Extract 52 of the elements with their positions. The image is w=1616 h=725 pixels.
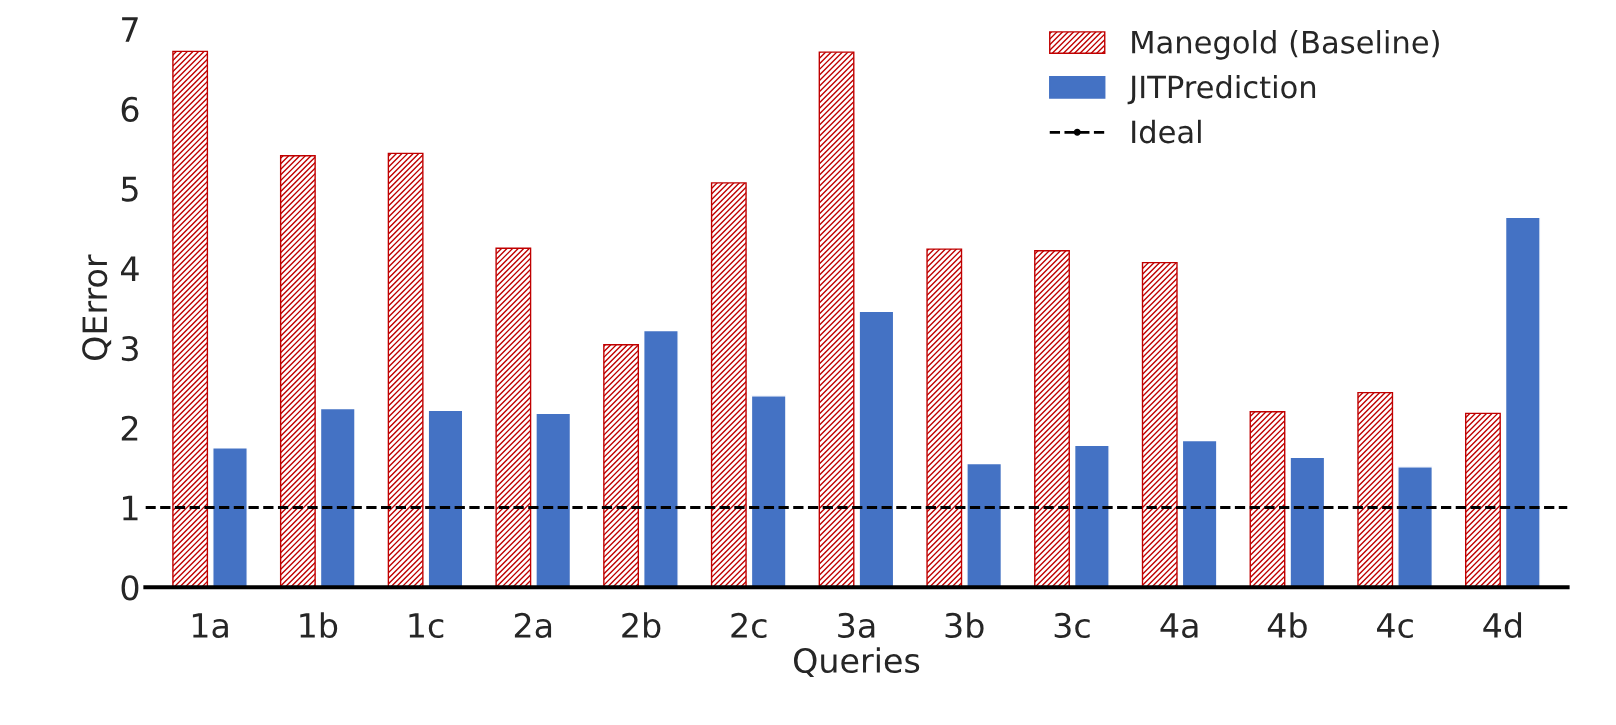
bar — [535, 412, 572, 588]
legend-label: Manegold (Baseline) — [1132, 30, 1439, 60]
bar — [1181, 439, 1218, 588]
bar — [495, 247, 532, 588]
x-tick-label: 4b — [1267, 612, 1307, 639]
y-tick-label: 5 — [121, 176, 138, 202]
bar — [1397, 466, 1434, 588]
y-tick-label: 7 — [122, 17, 138, 42]
legend-label: Ideal — [1132, 119, 1201, 144]
y-tick-label: 6 — [121, 96, 139, 122]
y-axis-title: QError — [82, 254, 112, 360]
bar — [387, 152, 424, 588]
bar — [172, 50, 209, 588]
bar — [818, 51, 855, 588]
bar — [710, 182, 747, 588]
bar — [643, 329, 679, 588]
bar — [1504, 216, 1541, 588]
x-tick-label: 3c — [1054, 612, 1090, 639]
bar — [1034, 250, 1070, 588]
bar — [603, 344, 640, 588]
bar — [926, 248, 963, 588]
bar — [1465, 412, 1501, 588]
bar — [279, 155, 316, 588]
x-tick-label: 1b — [300, 612, 338, 639]
bar — [858, 310, 895, 588]
x-tick-label: 2c — [731, 612, 767, 639]
bar — [427, 409, 464, 588]
bar — [1073, 444, 1110, 588]
y-tick-label: 2 — [121, 415, 138, 441]
bar — [1141, 261, 1178, 588]
y-tick-label: 3 — [121, 335, 138, 362]
x-tick-label: 1a — [192, 613, 228, 639]
bar — [966, 462, 1003, 588]
x-tick-label: 3b — [945, 612, 984, 639]
bar — [212, 446, 248, 588]
x-tick-label: 2b — [622, 612, 661, 639]
bar — [1249, 411, 1286, 588]
bar — [1289, 456, 1326, 588]
bar — [750, 395, 787, 588]
bar — [319, 407, 356, 588]
x-tick-label: 4a — [1160, 613, 1198, 639]
bar — [1357, 391, 1394, 588]
x-tick-label: 4c — [1377, 613, 1413, 639]
x-axis-title: Queries — [793, 647, 920, 677]
x-tick-label: 2a — [514, 612, 552, 639]
x-tick-label: 3a — [838, 612, 875, 639]
x-tick-label: 1c — [409, 613, 444, 639]
y-tick-label: 4 — [121, 256, 139, 281]
y-tick-label: 1 — [123, 495, 138, 521]
legend-label: JITPrediction — [1127, 74, 1316, 105]
x-tick-label: 4d — [1483, 612, 1522, 639]
y-tick-label: 0 — [121, 575, 139, 601]
